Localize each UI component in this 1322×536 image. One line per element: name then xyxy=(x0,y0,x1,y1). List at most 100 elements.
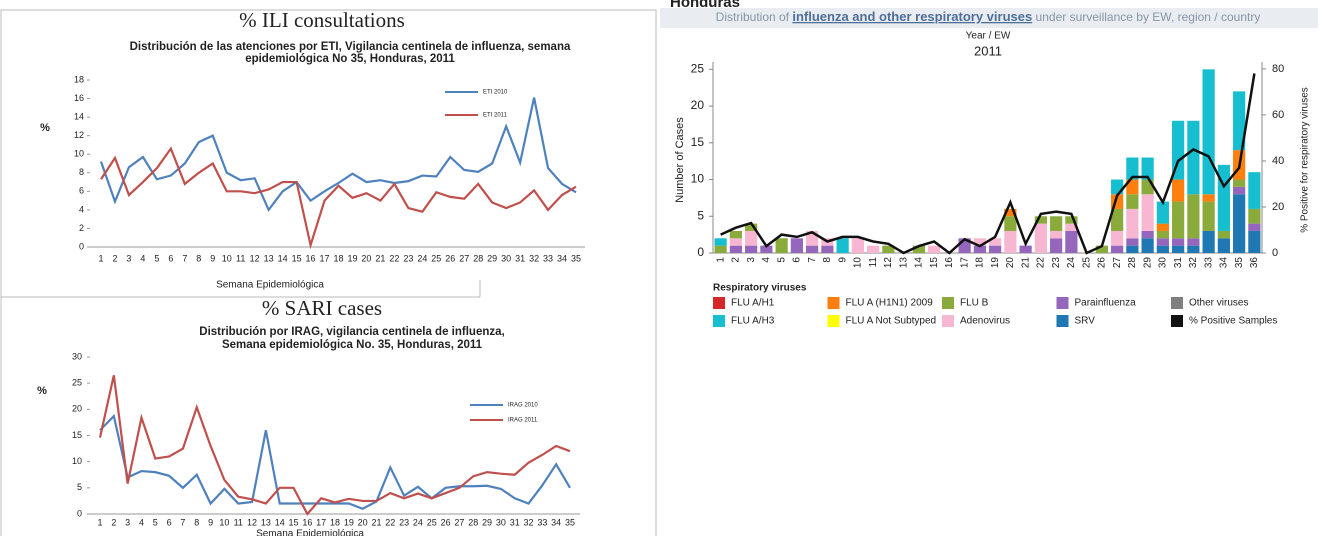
bar-segment xyxy=(912,245,925,253)
x-tick-label: 12 xyxy=(883,257,894,269)
x-tick-label: 18 xyxy=(330,517,340,527)
x-tick-label: 8 xyxy=(822,257,833,263)
y-tick-label: 18 xyxy=(74,74,84,84)
legend-swatch xyxy=(827,297,840,309)
x-tick-label: 10 xyxy=(219,517,229,527)
x-tick-label: 2 xyxy=(111,517,116,527)
y-tick-label: 20 xyxy=(691,98,705,112)
x-tick-label: 22 xyxy=(385,517,395,527)
legend-label: FLU A (H1N1) 2009 xyxy=(846,298,934,309)
x-tick-label: 4 xyxy=(140,253,145,263)
x-tick-label: 7 xyxy=(807,257,818,263)
legend-swatch xyxy=(713,297,725,309)
legend-label: % Positive Samples xyxy=(1189,316,1277,327)
bar-segment xyxy=(1141,238,1154,253)
bar-segment xyxy=(775,238,788,253)
bar-segment xyxy=(1141,230,1154,239)
x-tick-label: 6 xyxy=(167,517,172,527)
legend-label: Adenovirus xyxy=(960,316,1010,327)
x-tick-label: 36 xyxy=(1249,257,1260,269)
x-tick-label: 28 xyxy=(1127,257,1138,269)
y-tick-label: 2 xyxy=(79,223,84,233)
y-axis-label: % xyxy=(40,122,50,134)
x-tick-label: 1 xyxy=(98,253,103,263)
bar-segment xyxy=(973,245,986,253)
chart-title: Semana epidemiológica No. 35, Honduras, … xyxy=(222,339,483,351)
bar-segment xyxy=(1050,230,1063,239)
bar-segment xyxy=(1065,230,1078,253)
y-axis-label: Number of Cases xyxy=(674,117,686,203)
x-tick-label: 4 xyxy=(761,257,772,263)
series-line xyxy=(720,73,1256,255)
x-tick-label: 6 xyxy=(792,257,803,263)
x-tick-label: 30 xyxy=(1158,257,1169,269)
title-band xyxy=(660,8,1318,28)
y-tick-label: 8 xyxy=(79,167,84,177)
bar-segment xyxy=(1156,238,1169,246)
x-tick-label: 32 xyxy=(524,517,534,527)
x-tick-label: 5 xyxy=(153,517,158,527)
bar-segment xyxy=(1111,245,1124,253)
x-tick-label: 22 xyxy=(1036,257,1047,269)
x-tick-label: 5 xyxy=(154,253,159,263)
x-tick-label: 28 xyxy=(473,253,483,263)
bar-segment xyxy=(1187,245,1200,253)
y-tick-label: 14 xyxy=(74,111,84,121)
x-tick-label: 35 xyxy=(571,253,581,263)
y-tick-label: 15 xyxy=(72,430,82,440)
x-tick-label: 10 xyxy=(853,257,864,269)
x-tick-label: 15 xyxy=(289,517,299,527)
x-tick-label: 26 xyxy=(445,253,455,263)
bar-segment xyxy=(745,245,758,253)
bar-segment xyxy=(1172,120,1185,180)
bar-segment xyxy=(760,245,773,253)
x-tick-label: 34 xyxy=(551,517,561,527)
bar-segment xyxy=(1126,208,1139,239)
legend-swatch xyxy=(1171,297,1183,309)
x-tick-label: 19 xyxy=(990,257,1001,269)
bar-segment xyxy=(1233,186,1246,195)
x-tick-label: 1 xyxy=(715,257,726,263)
bar-segment xyxy=(851,238,864,253)
legend-swatch xyxy=(1056,297,1069,309)
bar-segment xyxy=(729,238,742,246)
y-tick-label: 5 xyxy=(697,208,704,222)
bar-segment xyxy=(1202,69,1215,195)
x-tick-label: 9 xyxy=(210,253,215,263)
x-tick-label: 23 xyxy=(1051,257,1062,269)
x-tick-label: 5 xyxy=(776,257,787,263)
x-tick-label: 20 xyxy=(361,253,371,263)
x-tick-label: 33 xyxy=(1203,257,1214,269)
x-tick-label: 29 xyxy=(487,253,497,263)
legend-swatch xyxy=(1171,315,1183,327)
x-tick-label: 13 xyxy=(264,253,274,263)
bar-segment xyxy=(729,230,742,239)
x-tick-label: 6 xyxy=(168,253,173,263)
x-axis-title: Year / EW xyxy=(966,31,1011,42)
title-part: influenza and other respiratory viruses xyxy=(792,9,1032,24)
chart-title: Distribution of influenza and other resp… xyxy=(716,9,1261,24)
bar-segment xyxy=(1126,157,1139,180)
x-tick-label: 23 xyxy=(399,517,409,527)
panel-heading: % SARI cases xyxy=(262,296,382,320)
x-tick-label: 26 xyxy=(441,517,451,527)
bar-segment xyxy=(1065,216,1078,224)
x-tick-label: 11 xyxy=(234,517,243,527)
x-tick-label: 33 xyxy=(537,517,547,527)
bar-segment xyxy=(1217,164,1230,231)
bar-segment xyxy=(1172,179,1185,202)
x-tick-label: 11 xyxy=(868,257,879,268)
y-tick-label: 10 xyxy=(72,456,82,466)
x-tick-label: 2 xyxy=(112,253,117,263)
x-tick-label: 29 xyxy=(1142,257,1153,269)
bar-segment xyxy=(1172,245,1185,253)
x-tick-label: 13 xyxy=(898,257,909,269)
bar-segment xyxy=(821,245,834,253)
bar-segment xyxy=(1126,179,1139,195)
x-tick-label: 2 xyxy=(731,257,742,263)
x-tick-label: 12 xyxy=(250,253,260,263)
y2-tick-label: 80 xyxy=(1272,63,1284,75)
x-tick-label: 16 xyxy=(944,257,955,269)
bar-segment xyxy=(928,245,941,253)
